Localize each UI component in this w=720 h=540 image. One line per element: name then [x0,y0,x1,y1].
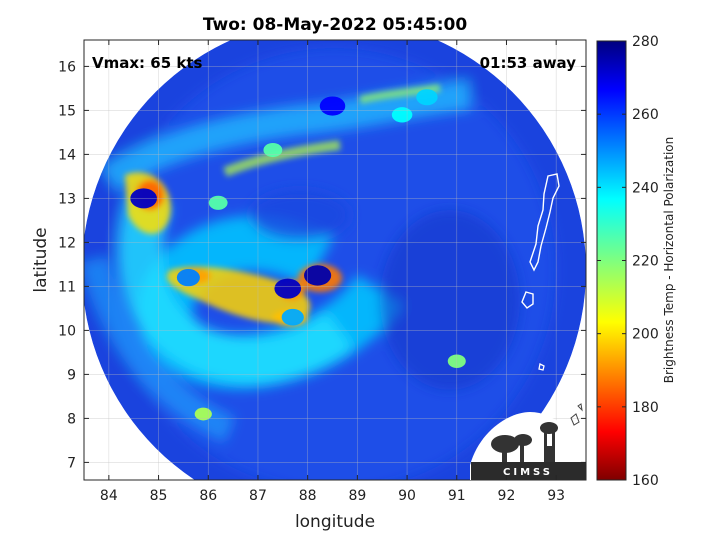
cold-core-mark [391,107,413,123]
y-tick-label: 10 [58,323,76,339]
colorbar-tick-label: 280 [632,34,659,50]
colorbar-tick-label: 240 [632,180,659,196]
x-tick-label: 88 [299,488,317,504]
x-tick-label: 92 [498,488,516,504]
logo-text: CIMSS [503,467,553,478]
x-tick-label: 85 [150,488,168,504]
y-tick-label: 15 [58,103,76,119]
colorbar-gradient [596,40,627,481]
colorbar-tick-label: 200 [632,327,659,343]
x-axis: 84 85 86 87 88 89 90 91 92 93 [100,40,565,504]
y-tick-label: 7 [67,455,76,471]
y-axis-label: latitude [31,227,51,292]
cold-core-mark [281,308,304,326]
vmax-label: Vmax: 65 kts [92,54,202,72]
cold-core-mark [274,278,302,299]
x-axis-label: longitude [295,512,375,532]
y-tick-label: 14 [58,147,76,163]
y-axis: 7 8 9 10 11 12 13 14 15 16 [58,59,586,471]
y-tick-label: 13 [58,191,76,207]
x-tick-label: 86 [199,488,217,504]
y-tick-label: 9 [67,367,76,383]
colorbar-label: Brightness Temp - Horizontal Polarizatio… [662,137,676,384]
y-tick-label: 8 [67,411,76,427]
x-tick-label: 90 [398,488,416,504]
cold-core-mark [176,268,200,287]
coastline [521,173,583,426]
y-tick-label: 11 [58,279,76,295]
cold-core-mark [416,89,438,106]
cold-core-mark [194,407,212,421]
cold-core-mark [319,96,346,116]
cold-core-mark [263,142,283,158]
y-tick-label: 12 [58,235,76,251]
colorbar-ticks: 160 180 200 220 240 260 280 [597,34,659,489]
time-away-label: 01:53 away [480,54,577,72]
axes-box [83,39,587,481]
colorbar-tick-label: 180 [632,400,659,416]
colorbar-tick-label: 220 [632,254,659,270]
x-tick-label: 87 [249,488,267,504]
x-tick-label: 91 [448,488,466,504]
colorbar-tick-label: 160 [632,473,659,489]
x-tick-label: 93 [547,488,565,504]
cold-core-mark [304,265,332,286]
colorbar-tick-label: 260 [632,107,659,123]
x-tick-label: 84 [100,488,118,504]
chart-title: Two: 08-May-2022 05:45:00 [203,15,468,35]
cold-core-mark [208,195,228,210]
y-tick-label: 16 [58,59,76,75]
colorbar: 160 180 200 220 240 260 280 Brightness Temp - … [596,34,676,489]
cimss-logo: CIMSS [470,412,586,480]
x-tick-label: 89 [348,488,366,504]
